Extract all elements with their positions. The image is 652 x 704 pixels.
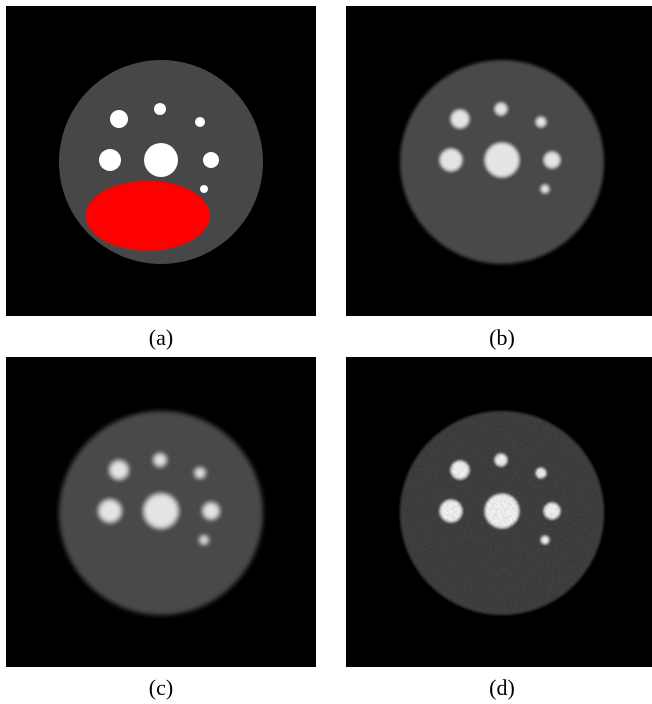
panel-c [6, 357, 316, 667]
caption: (d) [489, 675, 515, 700]
roi-ellipse [86, 181, 210, 251]
figure: (a) (b) (c) (d) [0, 0, 652, 704]
panel-d [346, 357, 652, 667]
panel-a [6, 6, 316, 316]
panel-b [346, 6, 652, 316]
caption: (c) [149, 675, 173, 700]
caption: (a) [149, 325, 173, 350]
caption: (b) [489, 325, 515, 350]
